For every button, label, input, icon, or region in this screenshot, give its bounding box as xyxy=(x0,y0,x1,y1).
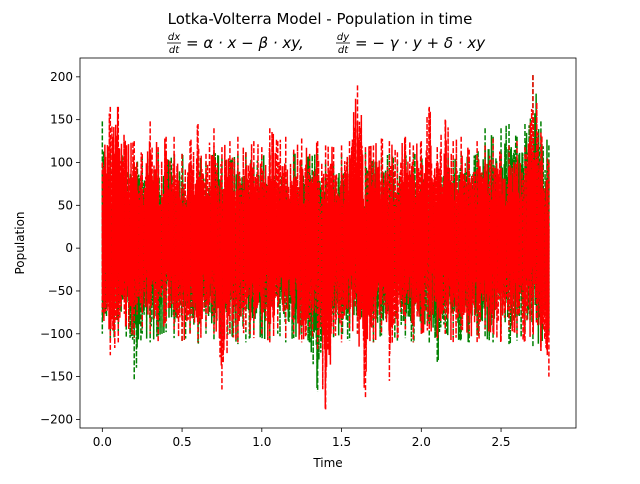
y-axis-label: Population xyxy=(13,211,27,274)
x-tick-label: 0.5 xyxy=(173,435,192,449)
x-tick-label: 1.0 xyxy=(252,435,271,449)
chart-title: Lotka-Volterra Model - Population in tim… xyxy=(168,10,473,28)
x-tick-label: 2.5 xyxy=(491,435,510,449)
eq2-rhs: = − γ · y + δ · xy xyxy=(355,34,486,52)
x-tick-label: 0.0 xyxy=(93,435,112,449)
chart-subtitle-equations: dx dt = α · x − β · xy, dy dt = − γ · y … xyxy=(167,32,486,56)
plot-area xyxy=(79,57,577,429)
y-axis: −200 −150 −100 −50 0 50 100 150 200 xyxy=(40,70,80,426)
series-line-2 xyxy=(101,98,550,409)
eq2-lhs-denominator: dt xyxy=(338,45,349,56)
y-tick-label: −200 xyxy=(40,412,73,426)
eq1-rhs: = α · x − β · xy, xyxy=(186,34,304,52)
y-tick-label: 0 xyxy=(65,241,73,255)
x-axis: 0.0 0.5 1.0 1.5 2.0 2.5 xyxy=(93,428,511,449)
y-tick-label: 200 xyxy=(50,70,73,84)
y-tick-label: 100 xyxy=(50,155,73,169)
y-tick-label: −100 xyxy=(40,327,73,341)
y-tick-label: 150 xyxy=(50,113,73,127)
x-axis-label: Time xyxy=(312,456,342,470)
eq1-lhs-numerator: dx xyxy=(168,32,180,43)
y-tick-label: −150 xyxy=(40,370,73,384)
series-layer xyxy=(101,75,550,411)
eq2-lhs-numerator: dy xyxy=(337,32,350,43)
eq1-lhs-denominator: dt xyxy=(169,45,180,56)
y-tick-label: 50 xyxy=(58,198,73,212)
axes-frame xyxy=(79,57,577,429)
x-tick-label: 1.5 xyxy=(332,435,351,449)
x-tick-label: 2.0 xyxy=(412,435,431,449)
y-tick-label: −50 xyxy=(48,284,73,298)
